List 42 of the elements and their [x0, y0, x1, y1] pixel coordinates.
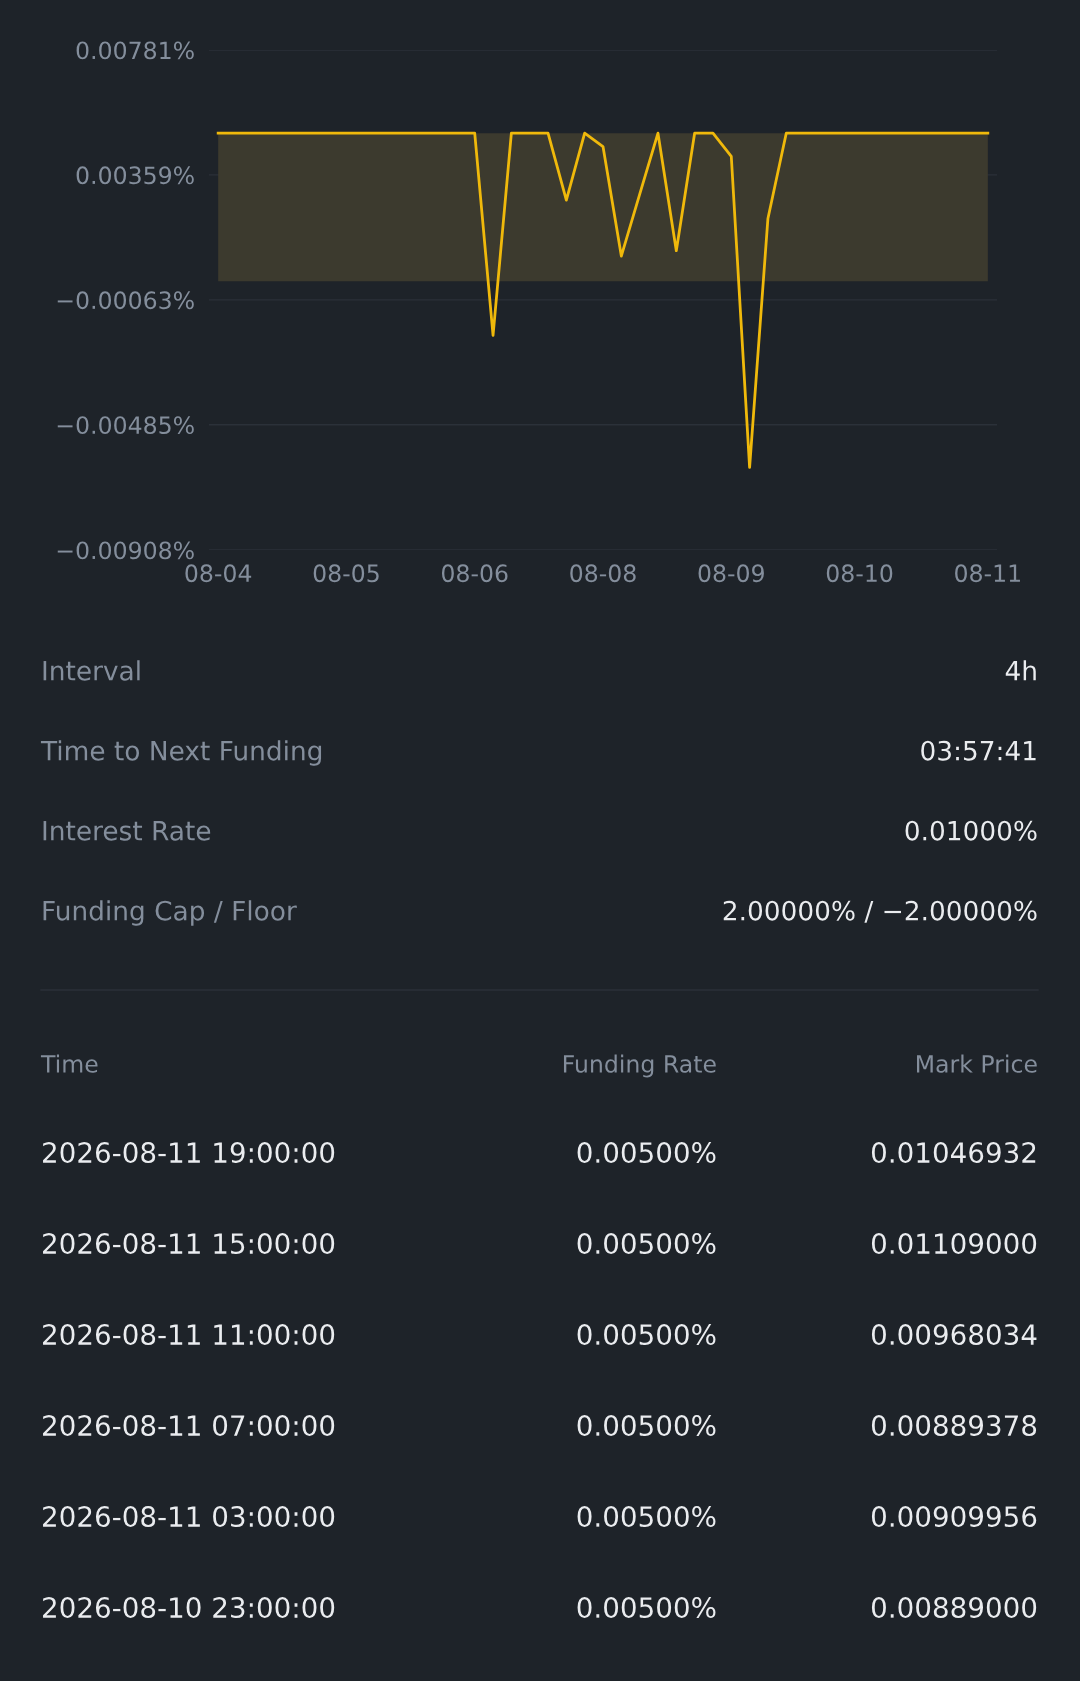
text: 0.00500% — [577, 1142, 716, 1164]
text: 0.00500% — [577, 1233, 716, 1255]
x-tick-label: 08-04 — [185, 564, 252, 583]
x-tick-label: 08-06 — [441, 564, 508, 583]
y-tick-label: −0.00485% — [57, 416, 194, 435]
text: Funding Cap / Floor — [43, 900, 297, 926]
text: Interval — [43, 660, 140, 681]
text: 0.00500% — [577, 1415, 716, 1437]
text: 2026-08-11 07:00:00 — [43, 1415, 335, 1437]
y-tick-label: 0.00781% — [76, 41, 194, 60]
y-tick-label: 0.00359% — [76, 166, 194, 185]
text: 0.01000% — [905, 820, 1037, 841]
x-tick-label: 08-11 — [955, 564, 1020, 583]
text: Funding Rate — [563, 1054, 716, 1078]
text: 0.01109000 — [871, 1233, 1037, 1255]
text: 2026-08-11 15:00:00 — [43, 1233, 335, 1255]
x-tick-label: 08-05 — [313, 564, 379, 583]
text: 0.00500% — [577, 1506, 716, 1528]
text: 2026-08-11 03:00:00 — [43, 1506, 335, 1528]
text: 0.00889378 — [871, 1415, 1037, 1437]
text: Time to Next Funding — [40, 740, 322, 766]
text: 03:57:41 — [921, 740, 1036, 761]
text: 2026-08-11 19:00:00 — [43, 1142, 335, 1164]
text: 0.00500% — [577, 1597, 716, 1619]
text: Interest Rate — [43, 821, 211, 841]
y-tick-label: −0.00908% — [57, 541, 194, 560]
text: 2026-08-10 23:00:00 — [43, 1597, 335, 1619]
text: Time — [40, 1054, 98, 1073]
text: 0.01046932 — [871, 1142, 1036, 1164]
text: 2.00000% / −2.00000% — [723, 900, 1037, 923]
x-tick-label: 08-10 — [826, 564, 893, 583]
x-tick-label: 08-09 — [698, 564, 764, 583]
text: 4h — [1005, 660, 1036, 681]
text: Mark Price — [916, 1054, 1037, 1073]
text: 0.00889000 — [871, 1597, 1037, 1619]
text: 2026-08-11 11:00:00 — [43, 1324, 335, 1346]
text: 0.00909956 — [871, 1506, 1037, 1528]
text: 0.00968034 — [871, 1324, 1037, 1346]
x-tick-label: 08-08 — [570, 564, 636, 583]
line-series — [216, 131, 990, 469]
y-tick-label: −0.00063% — [57, 291, 194, 310]
text: 0.00500% — [577, 1324, 716, 1346]
